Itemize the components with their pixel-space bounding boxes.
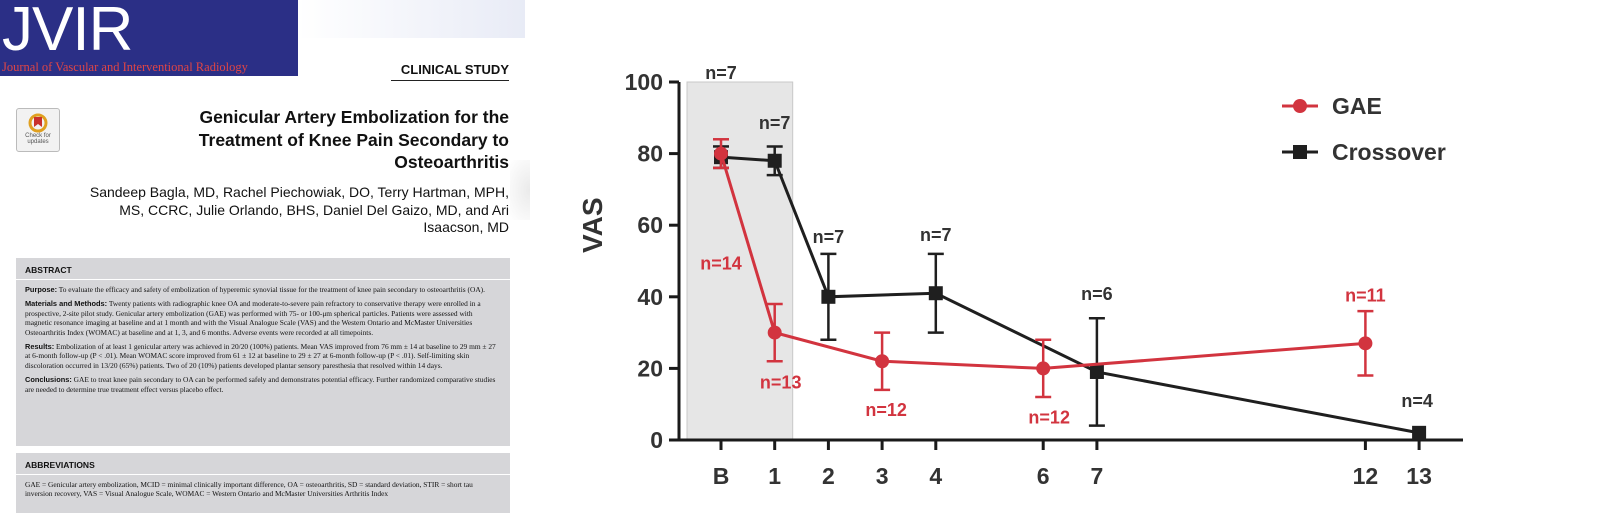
journal-name: Journal of Vascular and Interventional R… [2,60,248,74]
crossover-data-point [821,289,836,304]
y-tick-label: 100 [625,69,663,95]
journal-logo: JVIR Journal of Vascular and Interventio… [0,0,298,76]
gae-n-label: n=12 [865,400,907,420]
crossover-data-point [1412,425,1427,440]
x-tick-label: 13 [1406,463,1432,489]
gae-series-line [719,153,1366,370]
crossover-n-label: n=7 [813,227,845,247]
y-tick-label: 40 [637,284,663,310]
abstract-purpose: Purpose: To evaluate the efficacy and sa… [16,280,510,294]
abstract-heading: ABSTRACT [16,258,510,280]
gae-n-label: n=12 [1028,407,1070,427]
x-tick-label: B [713,463,730,489]
crossover-n-label: n=7 [920,225,952,245]
crossover-n-label: n=7 [759,113,791,133]
gae-n-label: n=13 [760,373,802,393]
conclusions-label: Conclusions: [25,375,72,385]
crossover-data-point [928,286,943,301]
abbreviations-heading: ABBREVIATIONS [16,453,510,475]
abstract-methods: Materials and Methods: Twenty patients w… [16,294,510,337]
y-axis-label: VAS [577,197,608,253]
crossover-n-label: n=6 [1081,284,1113,304]
gae-legend-label: GAE [1332,93,1382,119]
abbreviations-text: GAE = Genicular artery embolization, MCI… [25,480,473,499]
x-tick-label: 2 [822,463,835,489]
gae-data-point [767,325,782,340]
baseline-shaded-region [686,81,794,441]
gae-n-label: n=14 [700,254,742,274]
abstract-box: ABSTRACT Purpose: To evaluate the effica… [16,258,510,446]
abstract-conclusions: Conclusions: GAE to treat knee pain seco… [16,370,510,394]
crossover-data-point [1089,364,1104,379]
y-tick-label: 0 [650,427,663,453]
journal-logo-text: JVIR [2,0,133,64]
abstract-results: Results: Embolization of at least 1 geni… [16,337,510,370]
paper-title: Genicular Artery Embolization for the Tr… [198,107,509,172]
crossover-series-line [720,155,1420,435]
gae-n-label: n=11 [1345,285,1386,305]
x-tick-label: 1 [768,463,781,489]
abbreviations-box: ABBREVIATIONS GAE = Genicular artery emb… [16,453,510,513]
crossover-data-point [767,153,782,168]
check-badge-label: Check for updates [25,133,51,145]
crossover-legend-label: Crossover [1332,139,1446,165]
gae-data-point [1036,361,1051,376]
purpose-label: Purpose: [25,285,58,294]
gae-data-point [714,146,728,161]
results-label: Results: [25,342,55,352]
y-tick-label: 60 [637,212,663,238]
methods-text: Twenty patients with radiographic knee O… [25,299,481,337]
x-tick-label: 3 [876,463,889,489]
check-for-updates-badge[interactable]: Check for updates [16,108,60,152]
gae-legend-marker [1293,99,1307,113]
author-list: Sandeep Bagla, MD, Rachel Piechowiak, DO… [89,184,509,235]
crossover-legend-marker [1293,145,1307,159]
x-tick-label: 7 [1091,463,1104,489]
y-tick-label: 80 [637,141,663,167]
crossover-n-label: n=7 [705,63,737,83]
x-tick-label: 4 [929,463,942,489]
x-tick-label: 6 [1037,463,1050,489]
x-tick-label: 12 [1353,463,1379,489]
purpose-text: To evaluate the efficacy and safety of e… [58,285,485,294]
results-text: Embolization of at least 1 genicular art… [25,342,496,370]
conclusions-text: GAE to treat knee pain secondary to OA c… [25,375,496,394]
page-shadow [510,160,530,220]
study-type-label: CLINICAL STUDY [391,62,509,81]
y-tick-label: 20 [637,355,663,381]
crossover-n-label: n=4 [1401,391,1433,411]
check-updates-icon [28,113,48,133]
header-fade [298,0,525,38]
methods-label: Materials and Methods: [25,299,108,309]
paper-page: JVIR Journal of Vascular and Interventio… [0,0,525,528]
gae-data-point [1358,336,1373,351]
gae-data-point [875,354,890,369]
